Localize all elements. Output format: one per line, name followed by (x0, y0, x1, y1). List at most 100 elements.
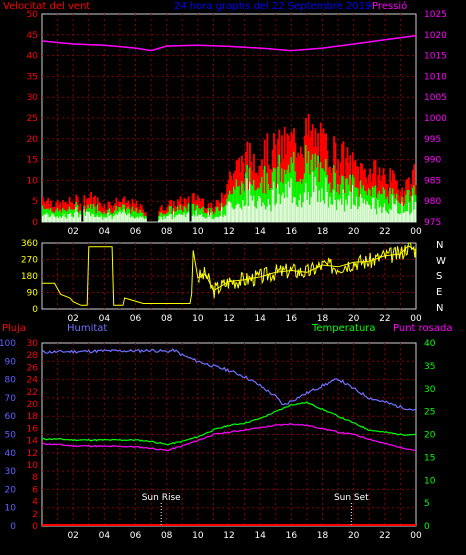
wind-avg-bar (319, 162, 322, 222)
wind-min-bar (237, 203, 239, 222)
rain-y-tick-label: 60 (5, 412, 17, 422)
wind-min-bar (267, 198, 270, 222)
wind-min-bar (214, 217, 217, 222)
wind-min-bar (405, 211, 408, 222)
humidity-y-tick-label: 0 (32, 522, 38, 532)
wind-min-bar (170, 213, 173, 222)
wind-min-bar (387, 214, 390, 222)
wind-min-bar (317, 201, 319, 222)
wind-min-bar (52, 214, 55, 222)
wind-avg-bar (327, 184, 330, 222)
wind-min-bar (245, 205, 247, 222)
wind-avg-bar (266, 173, 269, 222)
rain-y-tick-label: 30 (5, 467, 17, 477)
direction-line (42, 245, 417, 306)
wind-avg-bar (215, 207, 218, 222)
wind-min-bar (243, 206, 246, 222)
wind-min-bar (180, 214, 183, 222)
wind-avg-bar (138, 213, 141, 222)
wind-avg-bar (60, 212, 63, 222)
wind-avg-bar (307, 151, 310, 222)
wind-min-bar (203, 217, 206, 222)
wind-min-bar (401, 202, 404, 222)
wind-min-bar (67, 214, 70, 222)
wind-min-bar (235, 204, 238, 222)
wind-min-bar (327, 207, 330, 222)
wind-avg-bar (399, 203, 402, 222)
wind-min-bar (103, 216, 106, 222)
wind-avg-bar (176, 206, 179, 222)
wind-min-bar (378, 207, 381, 222)
wind-min-bar (87, 211, 90, 222)
wind-avg-bar (196, 204, 199, 222)
wind-avg-bar (71, 209, 74, 222)
direction-noise-line (197, 242, 417, 299)
temperature-y-tick-label: 0 (424, 522, 430, 532)
wind-min-bar (120, 213, 123, 222)
wind-min-bar (64, 217, 67, 222)
wind-avg-bar (335, 191, 338, 222)
wind-min-bar (261, 206, 263, 222)
wind-avg-bar (409, 201, 412, 222)
wind-avg-bar (139, 209, 142, 222)
wind-min-bar (226, 205, 229, 222)
direction-y-tick-label: 90 (27, 289, 39, 299)
wind-min-bar (172, 211, 175, 222)
wind-min-bar (138, 217, 141, 222)
wind-min-bar (134, 218, 136, 222)
wind-y-tick-label: 15 (27, 156, 38, 166)
wind-min-bar (299, 194, 302, 222)
wind-min-bar (391, 195, 394, 222)
wind-min-bar (390, 209, 393, 222)
wind-min-bar (258, 196, 261, 222)
temperature-title: Temperatura (311, 323, 376, 334)
humidity-y-tick-label: 12 (27, 449, 38, 459)
wind-min-bar (373, 197, 376, 222)
wind-avg-bar (135, 208, 138, 222)
wind-min-bar (331, 204, 334, 222)
wind-avg-bar (194, 210, 197, 222)
wind-min-bar (192, 214, 195, 222)
wind-min-bar (274, 205, 277, 222)
wind-min-bar (178, 214, 181, 222)
wind-min-bar (143, 219, 146, 222)
wind-min-bar (242, 200, 245, 222)
pressure-y-tick-label: 1020 (424, 31, 447, 41)
wind-min-bar (75, 207, 78, 222)
rain-y-tick-label: 20 (5, 485, 17, 495)
wind-min-bar (355, 196, 358, 222)
wind-avg-bar (281, 168, 283, 222)
wind-min-bar (182, 214, 185, 222)
wind-min-bar (215, 216, 218, 222)
wind-min-bar (107, 212, 110, 222)
wind-avg-bar (382, 187, 385, 222)
wind-y-tick-label: 50 (27, 10, 39, 20)
wind-min-bar (184, 217, 187, 222)
wind-min-bar (204, 218, 207, 222)
humidity-y-tick-label: 24 (27, 376, 39, 386)
wind-avg-bar (42, 205, 44, 222)
wind-min-bar (365, 204, 368, 222)
pressure-y-tick-label: 990 (424, 156, 441, 166)
wind-avg-bar (309, 174, 311, 222)
wind-min-bar (293, 196, 295, 222)
wind-min-bar (249, 182, 251, 222)
wind-min-bar (251, 200, 254, 222)
wind-min-bar (273, 181, 275, 222)
climate-panel-x-tick-label: 08 (161, 531, 173, 541)
wind-avg-bar (48, 209, 51, 222)
wind-y-tick-label: 25 (27, 114, 38, 124)
wind-min-bar (289, 187, 291, 222)
wind-min-bar (47, 214, 50, 222)
pressure-line (41, 34, 417, 52)
wind-avg-bar (302, 179, 305, 222)
dewpoint-line (41, 423, 417, 452)
wind-min-bar (382, 207, 385, 222)
wind-avg-bar (98, 210, 100, 222)
wind-min-bar (162, 219, 165, 222)
wind-min-bar (386, 212, 389, 222)
wind-min-bar (44, 214, 47, 222)
wind-min-bar (115, 213, 118, 222)
wind-min-bar (345, 199, 348, 222)
wind-min-bar (160, 217, 163, 222)
